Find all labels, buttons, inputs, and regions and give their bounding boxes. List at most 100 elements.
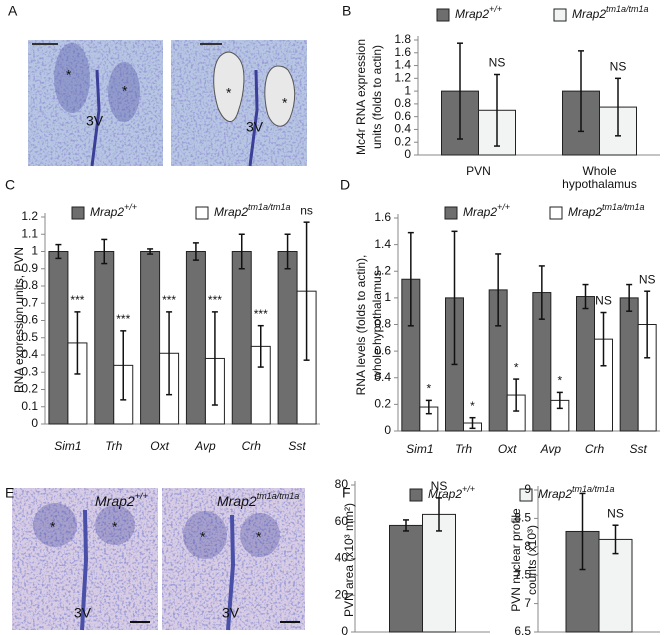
genotype-label: Mrap2tm1a/tm1a: [217, 491, 299, 508]
y-tick-label: 0.8: [21, 278, 38, 292]
y-axis-label: counts (x10³): [525, 525, 539, 595]
error-bar: [120, 330, 127, 401]
x-tick-label: Sst: [288, 439, 306, 453]
error-bar: [644, 290, 651, 359]
y-tick-label: 1.6: [374, 210, 391, 224]
y-tick-label: 1: [404, 83, 411, 97]
error-bar: [556, 391, 563, 410]
y-tick-label: 9: [524, 482, 531, 496]
error-bar: [436, 497, 442, 532]
image-label: *: [50, 519, 56, 535]
image-label: *: [226, 85, 232, 101]
y-tick-label: 0.4: [21, 347, 38, 361]
x-tick-label: Sst: [629, 442, 647, 456]
y-tick-label: 0.6: [21, 313, 38, 327]
x-tick-label: Avp: [194, 439, 216, 453]
error-bar: [257, 324, 264, 368]
panel-label: F: [342, 485, 351, 501]
y-tick-label: 1.2: [21, 209, 38, 223]
y-tick-label: 0.2: [21, 382, 38, 396]
legend-swatch: [444, 206, 458, 220]
legend-name: Mrap2: [428, 487, 462, 501]
annotation: *: [470, 399, 475, 413]
error-bar: [74, 311, 81, 375]
y-tick-label: 1.2: [374, 263, 391, 277]
panel-label: A: [8, 3, 18, 19]
image-label: 3V: [86, 113, 104, 129]
error-bar: [284, 233, 291, 270]
panel-label: D: [340, 177, 350, 193]
image-label: 3V: [222, 605, 240, 621]
image-label: *: [66, 67, 72, 83]
error-bar: [101, 238, 108, 265]
annotation: NS: [595, 294, 612, 308]
legend-sup: tm1a/tm1a: [606, 4, 649, 14]
legend-label: Mrap2+/+: [455, 4, 502, 21]
legend-label: Mrap2+/+: [90, 202, 137, 219]
legend-sup: +/+: [497, 202, 510, 212]
genotype-label: Mrap2+/+: [95, 491, 148, 508]
error-bar: [494, 73, 500, 147]
legend-label: Mrap2tm1a/tm1a: [568, 202, 645, 219]
error-bar: [407, 231, 414, 327]
y-tick-label: 0.6: [374, 343, 391, 357]
x-tick-label: hypothalamus: [562, 177, 637, 191]
legend-swatch: [436, 8, 450, 22]
y-axis-label: PVN nuclear profile: [509, 508, 523, 612]
bar: [598, 538, 633, 633]
x-tick-label: Sim1: [406, 442, 433, 456]
legend-swatch: [409, 488, 423, 502]
error-bar: [579, 492, 586, 571]
legend-sup: tm1a/tm1a: [602, 202, 645, 212]
image-label: 3V: [246, 119, 264, 135]
image-label: *: [122, 83, 128, 99]
error-bar: [425, 399, 432, 415]
y-tick-label: 0.8: [394, 96, 411, 110]
y-tick-label: 7.5: [514, 567, 531, 581]
legend-label: Mrap2+/+: [428, 484, 475, 501]
legend-swatch: [519, 488, 533, 502]
annotation: NS: [607, 506, 624, 520]
legend-swatch: [195, 206, 209, 220]
error-bar: [166, 311, 173, 396]
y-tick-label: 1.1: [21, 226, 38, 240]
panel-label: C: [5, 177, 15, 193]
legend-swatch: [549, 206, 563, 220]
annotation: NS: [610, 60, 627, 74]
y-tick-label: 1.2: [394, 71, 411, 85]
y-tick-label: 0.7: [21, 295, 38, 309]
bar: [140, 251, 161, 425]
y-tick-label: 1: [31, 244, 38, 258]
y-tick-label: 0.2: [394, 134, 411, 148]
y-tick-label: 0: [384, 423, 391, 437]
y-tick-label: 0.6: [394, 109, 411, 123]
bar: [389, 524, 423, 633]
annotation: NS: [489, 56, 506, 70]
x-tick-label: Sim1: [54, 439, 81, 453]
y-tick-label: 1.8: [394, 32, 411, 46]
bar: [48, 251, 69, 425]
error-bar: [513, 378, 520, 412]
legend-sup: +/+: [489, 4, 502, 14]
legend-name: Mrap2: [538, 487, 572, 501]
x-tick-label: Oxt: [150, 439, 169, 453]
image-label: *: [282, 95, 288, 111]
bar: [277, 251, 298, 425]
error-bar: [538, 265, 545, 320]
annotation: *: [557, 374, 562, 388]
image-label: *: [256, 529, 262, 545]
legend-swatch: [553, 8, 567, 22]
x-tick-label: Crh: [242, 439, 262, 453]
y-tick-label: 20: [335, 587, 349, 601]
annotation: ns: [300, 203, 313, 217]
y-tick-label: 0.3: [21, 364, 38, 378]
annotation: ***: [208, 293, 222, 307]
image-label: *: [112, 519, 118, 535]
y-tick-label: 1.4: [374, 237, 391, 251]
x-tick-label: Trh: [105, 439, 122, 453]
y-tick-label: 60: [335, 514, 349, 528]
legend-name: Mrap2: [463, 205, 497, 219]
y-axis-label: RNA levels (folds to actin),: [354, 255, 368, 396]
legend-label: Mrap2tm1a/tm1a: [214, 202, 291, 219]
